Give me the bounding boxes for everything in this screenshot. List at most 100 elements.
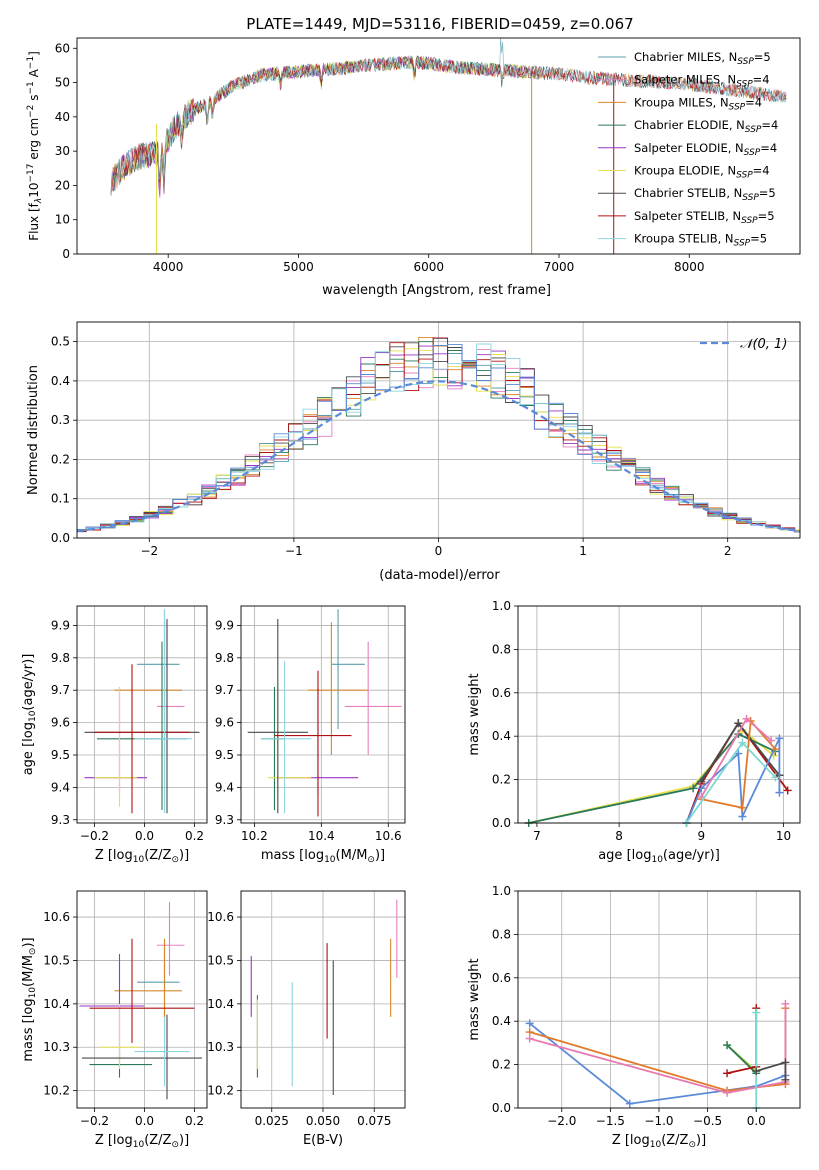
mass-weight-marker (775, 734, 784, 743)
x-tick-label: 6000 (413, 260, 444, 274)
x-axis-label: Z [log10(Z/Z⊙)] (612, 1133, 706, 1150)
mass-weight-marker (723, 1069, 732, 1078)
mass-vs-metallicity-panel: −0.2 0.0 0.210.210.310.410.510.6Z [log10(Z… (21, 890, 208, 1150)
x-axis-label: wavelength [Angstrom, rest frame] (322, 283, 551, 298)
mass-weight-line (528, 728, 775, 824)
label-part: =5 (750, 232, 767, 246)
x-tick-label: −2.0 (547, 1114, 576, 1128)
x-tick-label: −2 (140, 544, 158, 558)
mass-weight-marker (738, 803, 747, 812)
label-part: SSP (744, 148, 761, 158)
y-tick-label: 10.3 (43, 1040, 70, 1054)
error-bar-point (84, 618, 200, 814)
y-tick-label: 9.6 (215, 716, 234, 730)
error-bar-point (94, 686, 137, 807)
label-part: SSP (742, 193, 759, 203)
y-tick-label: 9.3 (215, 813, 234, 827)
y-tick-label: 0.0 (492, 816, 511, 830)
mass-weight-marker (723, 1088, 732, 1097)
error-bar-point (114, 622, 182, 804)
mass-weight-marker (783, 786, 792, 795)
y-axis-label: Flux [fλ10−17 erg cm−2 s−1 A−1] (26, 51, 44, 241)
legend-label: Salpeter STELIB, NSSP=5 (634, 209, 775, 226)
mass-weight-marker (742, 714, 751, 723)
label-part: ] (27, 51, 41, 56)
label-part: Z [log (95, 848, 133, 863)
y-tick-label: 10.6 (43, 910, 70, 924)
label-part: age [log (21, 722, 36, 775)
error-bar-point (134, 609, 192, 814)
mass-weight-marker (767, 736, 776, 745)
x-tick-label: 0.0 (747, 1114, 766, 1128)
y-tick-label: 10.6 (207, 910, 234, 924)
label-part: mass [log (21, 998, 36, 1061)
label-part: Flux [f (27, 202, 41, 240)
x-axis-label: Z [log10(Z/Z⊙)] (95, 1133, 189, 1150)
label-part: A (27, 68, 41, 81)
y-tick-label: 9.3 (51, 813, 70, 827)
y-tick-label: 10 (55, 213, 70, 227)
mass-weight-marker (723, 1041, 732, 1050)
y-tick-label: 0.8 (492, 642, 511, 656)
x-tick-label: 4000 (153, 260, 184, 274)
x-tick-label: 2 (724, 544, 732, 558)
y-tick-label: 10.2 (43, 1084, 70, 1098)
mass-weight-marker (781, 1058, 790, 1067)
label-part: 10 (133, 855, 145, 865)
y-tick-label: 0.4 (492, 729, 511, 743)
x-tick-label: 9 (698, 829, 706, 843)
label-part: −2 (26, 105, 36, 118)
y-tick-label: 10.3 (207, 1040, 234, 1054)
x-tick-label: 0.2 (185, 1114, 204, 1128)
label-part: 10 (27, 183, 41, 198)
y-axis-label: mass weight (467, 958, 482, 1040)
x-tick-label: 0.025 (255, 1114, 289, 1128)
normal-curve (77, 380, 800, 533)
y-tick-label: 9.7 (215, 683, 234, 697)
label-part: (age/yr)] (21, 654, 36, 711)
y-tick-label: 1.0 (492, 884, 511, 898)
y-tick-label: 20 (55, 178, 70, 192)
error-bar-point (89, 938, 195, 1043)
mass-weight-marker (689, 784, 698, 793)
spectrum-lines (110, 38, 787, 254)
label-part: (M/M (336, 848, 368, 863)
label-part: Salpeter MILES, N (634, 73, 736, 87)
y-tick-label: 0.2 (51, 452, 70, 466)
label-part: E(B-V) (303, 1133, 343, 1148)
mass-weight-marker (734, 719, 743, 728)
y-tick-label: 0 (62, 247, 70, 261)
mass-weight-line (529, 1003, 787, 1094)
label-part: =4 (753, 164, 770, 178)
x-tick-label: 1 (579, 544, 587, 558)
label-part: Z [log (612, 1133, 650, 1148)
x-tick-label: 7 (533, 829, 541, 843)
x-axis-label: Z [log10(Z/Z⊙)] (95, 848, 189, 865)
x-tick-label: −1.0 (644, 1114, 673, 1128)
residual-histogram-panel: −2 −1 0 1 2 0.0 0.1 0.2 0.3 0.4 0.5 (data-model)/er… (26, 321, 801, 583)
y-tick-label: 9.4 (51, 780, 70, 794)
y-tick-label: 10.4 (207, 997, 234, 1011)
mass-weight-marker (781, 999, 790, 1008)
label-part: erg cm (27, 118, 41, 164)
axes-frame (240, 605, 406, 824)
mass-weight-marker (525, 1034, 534, 1043)
x-tick-label: 10.4 (308, 829, 335, 843)
error-bar-point (79, 953, 145, 1059)
label-part: 10 (324, 855, 336, 865)
mass-weight-marker (771, 745, 780, 754)
y-axis-label: age [log10(age/yr)] (21, 654, 38, 776)
label-part: Kroupa MILES, N (634, 95, 729, 109)
x-tick-label: 10.2 (241, 829, 268, 843)
axes-frame (517, 605, 801, 824)
mass-weight-line (726, 1044, 757, 1074)
x-tick-label: 0.2 (185, 829, 204, 843)
error-bar-point (134, 1016, 190, 1087)
label-part: SSP (729, 102, 746, 112)
error-bar-point (344, 641, 402, 755)
label-part: =4 (753, 73, 770, 87)
label-part: mass weight (467, 958, 482, 1040)
label-part: SSP (745, 125, 762, 135)
